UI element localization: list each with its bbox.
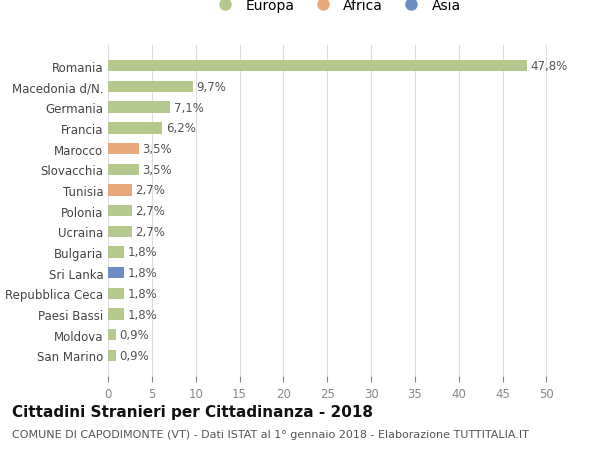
Bar bbox=[108, 82, 193, 93]
Text: 0,9%: 0,9% bbox=[119, 329, 149, 341]
Text: 47,8%: 47,8% bbox=[530, 60, 568, 73]
Text: 1,8%: 1,8% bbox=[127, 287, 157, 300]
Text: 2,7%: 2,7% bbox=[135, 225, 165, 238]
Text: 1,8%: 1,8% bbox=[127, 246, 157, 259]
Bar bbox=[108, 164, 139, 175]
Text: COMUNE DI CAPODIMONTE (VT) - Dati ISTAT al 1° gennaio 2018 - Elaborazione TUTTIT: COMUNE DI CAPODIMONTE (VT) - Dati ISTAT … bbox=[12, 429, 529, 439]
Text: 2,7%: 2,7% bbox=[135, 184, 165, 197]
Text: 2,7%: 2,7% bbox=[135, 205, 165, 218]
Bar bbox=[108, 268, 124, 279]
Legend: Europa, Africa, Asia: Europa, Africa, Asia bbox=[205, 0, 467, 18]
Text: 3,5%: 3,5% bbox=[142, 143, 172, 156]
Bar bbox=[108, 61, 527, 72]
Bar bbox=[108, 309, 124, 320]
Bar bbox=[108, 330, 116, 341]
Text: 3,5%: 3,5% bbox=[142, 163, 172, 176]
Text: 7,1%: 7,1% bbox=[174, 101, 203, 114]
Text: Cittadini Stranieri per Cittadinanza - 2018: Cittadini Stranieri per Cittadinanza - 2… bbox=[12, 404, 373, 419]
Bar bbox=[108, 185, 131, 196]
Bar bbox=[108, 247, 124, 258]
Text: 0,9%: 0,9% bbox=[119, 349, 149, 362]
Bar bbox=[108, 350, 116, 361]
Bar bbox=[108, 144, 139, 155]
Bar bbox=[108, 226, 131, 237]
Text: 9,7%: 9,7% bbox=[197, 81, 226, 94]
Bar bbox=[108, 206, 131, 217]
Bar bbox=[108, 102, 170, 113]
Text: 6,2%: 6,2% bbox=[166, 122, 196, 135]
Text: 1,8%: 1,8% bbox=[127, 267, 157, 280]
Bar bbox=[108, 288, 124, 299]
Bar bbox=[108, 123, 163, 134]
Text: 1,8%: 1,8% bbox=[127, 308, 157, 321]
